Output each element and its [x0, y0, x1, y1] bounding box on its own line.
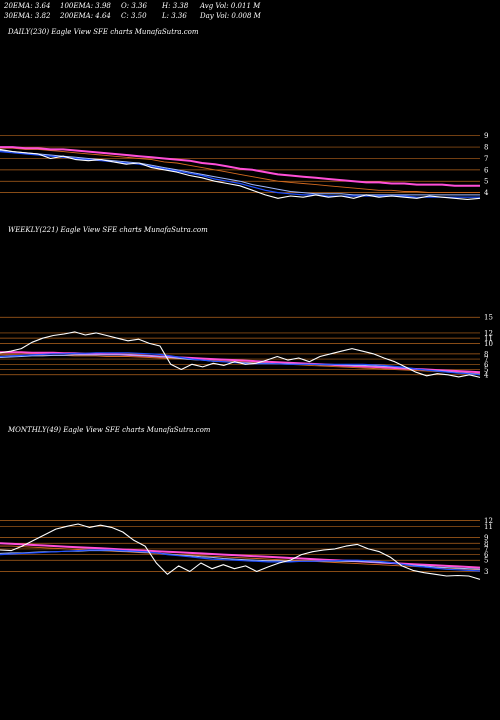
y-tick-label: 15: [484, 314, 493, 322]
low-stat: L: 3.36: [162, 12, 187, 20]
close-stat: C: 3.50: [121, 12, 147, 20]
ema30-stat: 30EMA: 3.82: [4, 12, 51, 20]
y-tick-label: 7: [484, 545, 488, 553]
y-tick-label: 6: [484, 361, 489, 369]
y-tick-label: 7: [484, 155, 488, 163]
ema20-stat: 20EMA: 3.64: [4, 2, 51, 10]
open-stat: O: 3.36: [121, 2, 147, 10]
y-tick-label: 5: [484, 366, 488, 374]
ema100-line: [0, 147, 480, 194]
y-tick-label: 11: [484, 335, 493, 343]
y-tick-label: 4: [484, 189, 489, 197]
y-tick-label: 11: [484, 523, 493, 531]
high-stat: H: 3.38: [162, 2, 189, 10]
y-tick-label: 4: [484, 371, 489, 379]
y-tick-label: 8: [484, 540, 488, 548]
y-tick-label: 12: [484, 329, 493, 337]
daily-panel-label: DAILY(230) Eagle View SFE charts MunafaS…: [8, 28, 199, 36]
ema100-line: [0, 545, 481, 571]
y-tick-label: 6: [484, 166, 489, 174]
y-tick-label: 9: [484, 132, 488, 140]
weekly-panel-label: WEEKLY(221) Eagle View SFE charts Munafa…: [8, 226, 208, 234]
ema200-stat: 200EMA: 4.64: [60, 12, 111, 20]
y-tick-label: 10: [484, 340, 493, 348]
avg-volume-stat: Avg Vol: 0.011 M: [200, 2, 261, 10]
y-tick-label: 7: [484, 356, 488, 364]
y-tick-label: 8: [484, 144, 488, 152]
y-tick-label: 3: [484, 568, 488, 576]
ema100-stat: 100EMA: 3.98: [60, 2, 111, 10]
y-tick-label: 12: [484, 517, 493, 525]
y-tick-label: 5: [484, 557, 488, 565]
y-tick-label: 5: [484, 178, 488, 186]
ema200-line: [0, 542, 481, 569]
y-tick-label: 9: [484, 534, 488, 542]
ema30-line: [0, 150, 480, 196]
monthly-panel-label: MONTHLY(49) Eagle View SFE charts Munafa…: [8, 426, 211, 434]
y-tick-label: 8: [484, 350, 488, 358]
price-line: [0, 331, 481, 378]
ema200-line: [0, 146, 480, 187]
day-volume-stat: Day Vol: 0.008 M: [200, 12, 261, 20]
ema20-line: [0, 151, 480, 198]
price-line: [0, 148, 481, 200]
y-tick-label: 6: [484, 551, 489, 559]
price-line: [0, 523, 481, 580]
